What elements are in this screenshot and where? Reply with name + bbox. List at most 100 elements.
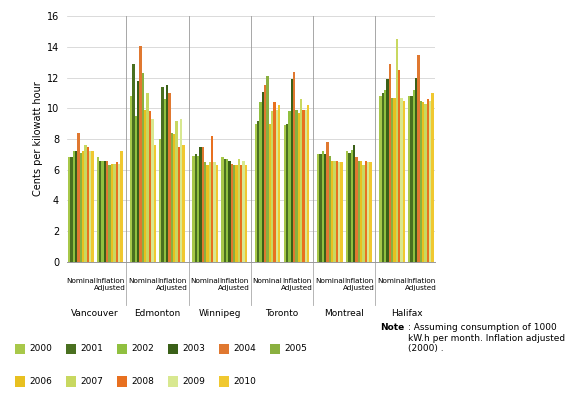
Y-axis label: Cents per kilowatt hour: Cents per kilowatt hour — [32, 82, 42, 196]
Bar — [329, 156, 331, 262]
Bar — [229, 161, 231, 262]
Text: Inflation
Adjusted: Inflation Adjusted — [94, 278, 126, 291]
Bar — [183, 145, 185, 262]
Text: Note: Note — [380, 323, 404, 332]
Bar — [226, 159, 229, 262]
Bar — [120, 151, 122, 262]
Bar — [288, 111, 291, 262]
Bar — [245, 165, 247, 262]
Bar — [242, 161, 245, 262]
Bar — [331, 161, 333, 262]
Bar — [135, 116, 137, 262]
Text: Winnipeg: Winnipeg — [198, 309, 241, 318]
Bar — [159, 139, 161, 262]
Bar — [269, 124, 271, 262]
Bar — [86, 147, 89, 262]
Bar — [118, 164, 120, 262]
Bar — [106, 161, 108, 262]
Bar — [398, 70, 400, 262]
Text: Montreal: Montreal — [324, 309, 364, 318]
Bar — [139, 45, 142, 262]
Bar — [264, 85, 266, 262]
Bar — [321, 151, 324, 262]
Bar — [334, 161, 336, 262]
Bar — [413, 90, 415, 262]
Bar — [175, 121, 178, 262]
Bar — [422, 102, 425, 262]
Bar — [429, 101, 432, 262]
Bar — [357, 161, 360, 262]
Bar — [386, 79, 389, 262]
Text: Inflation
Adjusted: Inflation Adjusted — [343, 278, 375, 291]
Bar — [82, 151, 84, 262]
Bar — [204, 162, 206, 262]
Bar — [200, 147, 202, 262]
Bar — [432, 93, 434, 262]
Bar — [164, 99, 166, 262]
Bar — [178, 147, 180, 262]
Bar — [403, 101, 405, 262]
Text: : Assuming consumption of 1000
kW.h per month. Inflation adjusted
(2000) .: : Assuming consumption of 1000 kW.h per … — [408, 323, 565, 353]
Bar — [257, 121, 259, 262]
Bar — [336, 161, 338, 262]
Bar — [111, 164, 113, 262]
Bar — [166, 85, 168, 262]
Text: Halifax: Halifax — [391, 309, 422, 318]
Bar — [276, 110, 278, 262]
Text: 2010: 2010 — [233, 377, 256, 386]
Bar — [240, 165, 242, 262]
Bar — [235, 165, 238, 262]
Text: Vancouver: Vancouver — [71, 309, 119, 318]
Bar — [193, 156, 195, 262]
Text: 2001: 2001 — [80, 344, 103, 353]
Bar — [209, 162, 211, 262]
Bar — [72, 151, 75, 262]
Bar — [369, 162, 372, 262]
Bar — [360, 161, 362, 262]
Bar — [319, 155, 321, 262]
Bar — [132, 64, 135, 262]
Text: 2006: 2006 — [29, 377, 52, 386]
Bar — [180, 119, 183, 262]
Bar — [77, 133, 79, 262]
Bar — [216, 165, 218, 262]
Bar — [384, 90, 386, 262]
Bar — [298, 113, 300, 262]
Bar — [259, 102, 262, 262]
Text: Toronto: Toronto — [266, 309, 299, 318]
Bar — [348, 153, 350, 262]
Bar — [278, 105, 280, 262]
Bar — [97, 157, 99, 262]
Bar — [202, 147, 204, 262]
Bar — [75, 151, 77, 262]
Bar — [144, 110, 147, 262]
Bar — [408, 96, 411, 262]
Bar — [142, 73, 144, 262]
Text: 2003: 2003 — [182, 344, 205, 353]
Bar — [231, 164, 233, 262]
Bar — [353, 145, 355, 262]
Bar — [379, 96, 382, 262]
Text: 2008: 2008 — [131, 377, 154, 386]
Bar — [327, 142, 329, 262]
Bar — [147, 93, 149, 262]
Bar — [173, 135, 175, 262]
Text: 2009: 2009 — [182, 377, 205, 386]
Bar — [213, 162, 216, 262]
Bar — [206, 165, 209, 262]
Bar — [262, 92, 264, 262]
Bar — [222, 157, 224, 262]
Bar — [154, 145, 156, 262]
Bar — [302, 110, 304, 262]
Text: 2000: 2000 — [29, 344, 52, 353]
Text: 2007: 2007 — [80, 377, 103, 386]
Bar — [367, 162, 369, 262]
Bar — [307, 105, 309, 262]
Bar — [391, 98, 393, 262]
Bar — [224, 159, 226, 262]
Bar — [195, 155, 197, 262]
Bar — [70, 157, 72, 262]
Bar — [346, 151, 348, 262]
Bar — [411, 96, 413, 262]
Bar — [161, 87, 164, 262]
